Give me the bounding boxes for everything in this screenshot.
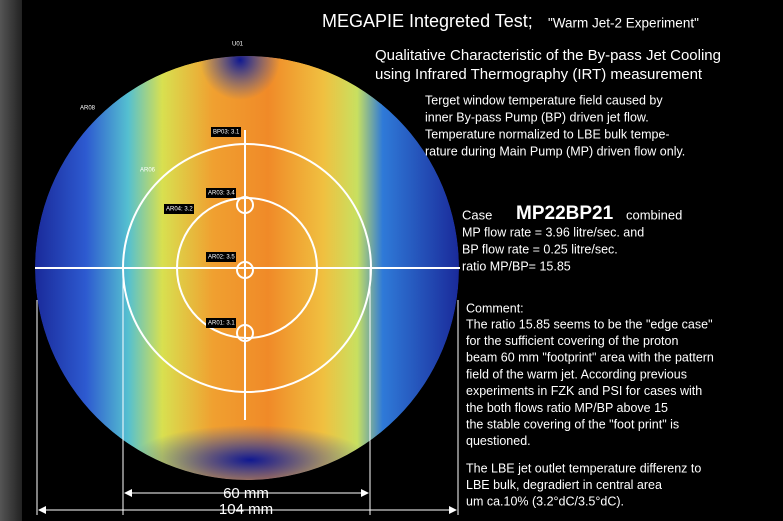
conclusion-line: The LBE jet outlet temperature differenz… [466,461,701,475]
case-line: MP flow rate = 3.96 litre/sec. and [462,225,644,239]
probe-label: BP03: 3.1 [213,130,240,136]
title: MEGAPIE Integreted Test; [322,11,533,31]
dimension-label: 104 mm [219,501,273,518]
description: Terget window temperature field caused b… [425,93,663,107]
comment-line: the stable covering of the "foot print" … [466,417,679,431]
title-quote: "Warm Jet-2 Experiment" [548,16,699,31]
probe-label: AR02: 3.5 [208,255,235,261]
probe-label: AR01: 3.1 [208,321,235,327]
probe-label: AR08 [80,106,96,112]
slide: MEGAPIE Integreted Test; "Warm Jet-2 Expe… [0,0,783,521]
probe-label: AR03: 3.4 [208,191,235,197]
description: Temperature normalized to LBE bulk tempe… [425,127,670,141]
thermal-image [35,20,459,495]
subtitle: Qualitative Characteristic of the By-pas… [375,47,721,64]
comment-line: The ratio 15.85 seems to be the "edge ca… [466,317,713,331]
comment-line: the both flows ratio MP/BP above 15 [466,401,668,415]
side-photo [0,0,22,521]
comment-line: beam 60 mm "footprint" area with the pat… [466,351,714,365]
case-line: ratio MP/BP= 15.85 [462,259,571,273]
case-line: BP flow rate = 0.25 litre/sec. [462,242,618,256]
comment-label: Comment: [466,301,524,315]
description: inner By-pass Pump (BP) driven jet flow. [425,110,649,124]
comment-line: field of the warm jet. According previou… [466,367,687,381]
case-suffix: combined [626,207,682,222]
dimension-label: 60 mm [223,485,269,502]
comment-line: for the sufficient covering of the proto… [466,334,678,348]
description: rature during Main Pump (MP) driven flow… [425,144,685,158]
conclusion-line: LBE bulk, degradiert in central area [466,478,662,492]
subtitle: using Infrared Thermography (IRT) measur… [375,66,703,83]
case-id: MP22BP21 [516,203,614,224]
probe-label: U01 [232,42,244,48]
case-label: Case [462,207,492,222]
comment-line: experiments in FZK and PSI for cases wit… [466,384,702,398]
comment-line: questioned. [466,434,531,448]
conclusion-line: um ca.10% (3.2°dC/3.5°dC). [466,494,624,508]
probe-label: AR04: 3.2 [166,207,193,213]
probe-label: AR06 [140,168,156,174]
